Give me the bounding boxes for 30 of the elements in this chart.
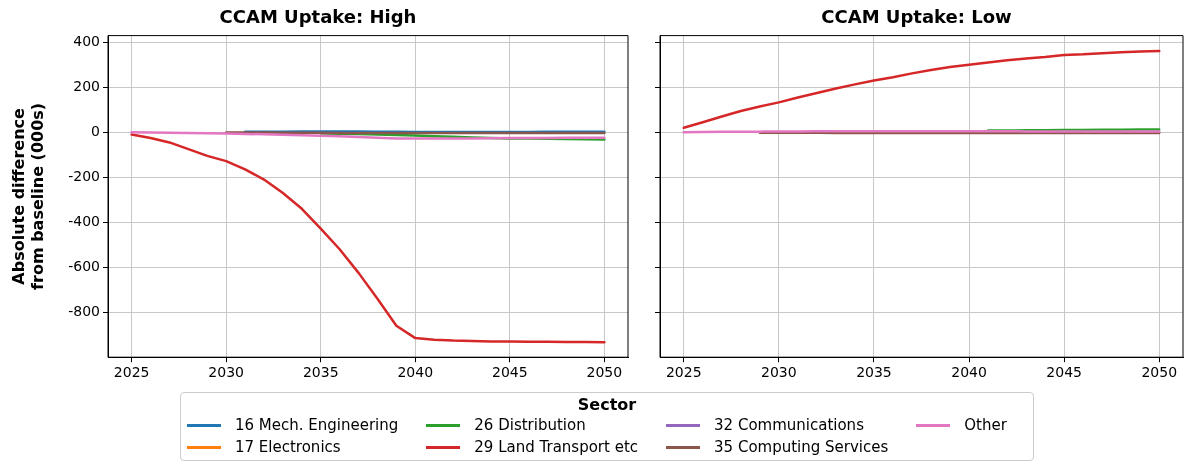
legend-label: 26 Distribution [474,416,586,434]
legend-label: Other [964,416,1007,434]
y-tick-label: -400 [68,212,100,229]
chart-title: CCAM Uptake: High [219,6,417,28]
x-tick-label: 2030 [208,364,244,381]
x-tick-label: 2040 [951,364,987,381]
legend-label: 32 Communications [714,416,864,434]
y-tick-label: -600 [68,257,100,274]
legend-label: 35 Computing Services [714,438,889,456]
x-tick-label: 2030 [761,364,797,381]
y-tick-label: 0 [91,122,100,139]
y-tick-label: -800 [68,302,100,319]
y-axis-title: Absolute difference from baseline (000s) [8,102,47,290]
x-tick-label: 2050 [586,364,623,381]
legend-label: 16 Mech. Engineering [235,416,399,434]
x-tick-label: 2040 [397,364,434,381]
x-tick-label: 2045 [1046,364,1082,381]
chart-title: CCAM Uptake: Low [821,6,1012,28]
x-tick-label: 2025 [665,364,702,381]
legend-title: Sector [576,395,638,414]
y-tick-label: 400 [73,32,100,49]
x-tick-label: 2035 [302,364,339,381]
x-tick-label: 2050 [1141,364,1178,381]
legend-label: 29 Land Transport etc [474,438,639,456]
y-tick-label: -200 [68,167,100,184]
x-tick-label: 2025 [113,364,150,381]
x-tick-label: 2035 [856,364,892,381]
x-tick-label: 2045 [492,364,528,381]
y-tick-label: 200 [73,77,100,94]
legend-label: 17 Electronics [235,438,341,456]
